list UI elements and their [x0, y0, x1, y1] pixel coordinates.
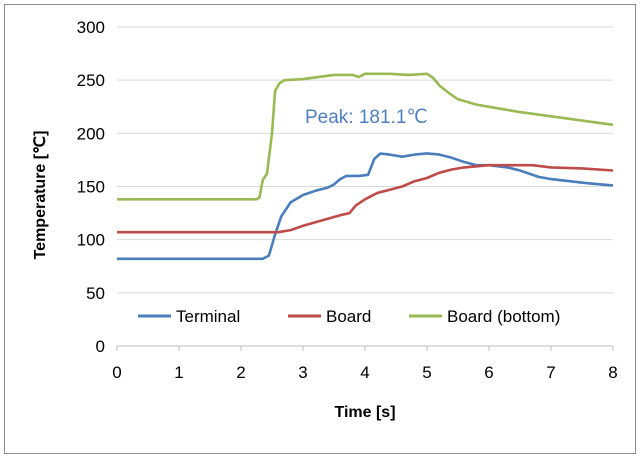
chart-frame: 0 50 100 150 200 250 300 0 1 2 3 4 5 6 7 8 Peak: 181.1…	[4, 4, 636, 454]
legend: Terminal Board Board (bottom)	[138, 307, 560, 326]
x-tick-label: 6	[484, 363, 493, 382]
legend-label: Terminal	[176, 307, 240, 326]
x-tick-label: 5	[422, 363, 431, 382]
x-tick-label: 2	[236, 363, 245, 382]
y-tick-label: 100	[77, 231, 105, 250]
y-tick-label: 300	[77, 18, 105, 37]
x-axis-title: Time [s]	[334, 404, 395, 421]
legend-label: Board	[326, 307, 371, 326]
y-tick-label: 200	[77, 124, 105, 143]
y-tick-label: 0	[96, 337, 105, 356]
y-tick-label: 250	[77, 71, 105, 90]
x-tick-label: 1	[174, 363, 183, 382]
x-tick-label: 0	[112, 363, 121, 382]
y-axis-title: Temperature [℃]	[32, 131, 49, 260]
x-tick-label: 4	[360, 363, 369, 382]
series-line	[117, 72, 614, 201]
y-tick-label: 50	[86, 284, 105, 303]
legend-label: Board (bottom)	[447, 307, 560, 326]
y-tick-label: 150	[77, 178, 105, 197]
series-line	[117, 152, 614, 261]
peak-annotation: Peak: 181.1℃	[305, 107, 428, 128]
x-tick-label: 8	[608, 363, 617, 382]
x-tick-label: 3	[298, 363, 307, 382]
chart: 0 50 100 150 200 250 300 0 1 2 3 4 5 6 7 8 Peak: 181.1…	[32, 18, 618, 421]
series-line	[117, 163, 614, 234]
x-tick-label: 7	[546, 363, 555, 382]
